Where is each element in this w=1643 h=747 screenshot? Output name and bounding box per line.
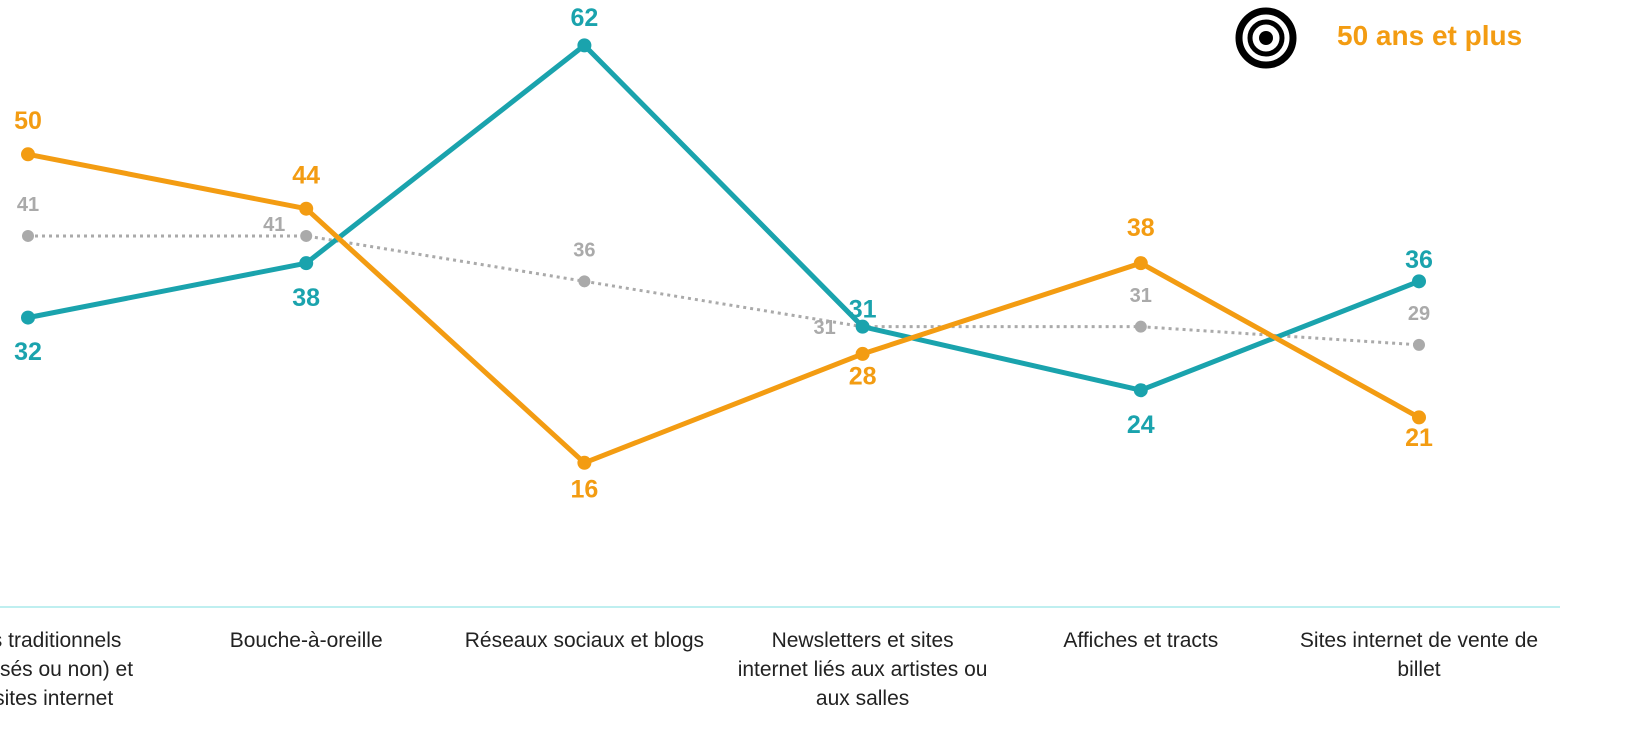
data-label: 38 — [1127, 214, 1155, 242]
data-label: 21 — [1405, 424, 1433, 452]
point — [300, 229, 313, 242]
point — [1412, 410, 1426, 425]
point — [855, 346, 870, 361]
x-tick-label: Réseaux sociaux et blogs — [464, 629, 705, 652]
data-label: 36 — [573, 240, 595, 262]
data-label: 16 — [570, 475, 598, 503]
point — [21, 310, 35, 325]
point — [1133, 256, 1148, 271]
point — [577, 455, 592, 470]
point — [577, 38, 592, 53]
data-label: 31 — [1130, 285, 1152, 307]
point — [299, 201, 314, 216]
x-tick-label: Sites internet de vente de billet — [1299, 629, 1539, 681]
data-label: 36 — [1405, 246, 1433, 274]
series-line — [27, 151, 1421, 466]
x-tick-label: Affiches et tracts — [1063, 629, 1219, 652]
point — [21, 147, 35, 162]
data-label: 41 — [263, 214, 285, 236]
data-label: 50 — [14, 107, 42, 135]
data-label: 28 — [849, 363, 877, 391]
point — [299, 256, 314, 271]
point — [1413, 338, 1425, 351]
x-tick-label: Bouche-à-oreille — [229, 629, 383, 652]
data-label: 44 — [292, 161, 320, 189]
data-label: 38 — [292, 284, 320, 312]
point — [22, 229, 34, 242]
x-tick-label: Médias traditionnels (spécialisés ou non… — [0, 629, 134, 710]
series-line — [28, 234, 1420, 347]
point — [1133, 383, 1148, 398]
data-label: 29 — [1408, 303, 1430, 325]
legend-icon — [1235, 7, 1297, 69]
point — [578, 275, 591, 288]
data-label: 24 — [1127, 411, 1155, 439]
legend-label: 50 ans et plus — [1337, 20, 1523, 51]
data-label: 32 — [14, 338, 42, 366]
data-label: 41 — [17, 194, 39, 216]
point — [1134, 320, 1147, 333]
data-label: 62 — [570, 4, 598, 32]
x-tick-label: Newsletters et sites internet liés aux a… — [737, 629, 988, 710]
series-line — [27, 42, 1420, 393]
data-label: 31 — [813, 317, 835, 339]
data-label: 31 — [849, 295, 877, 323]
point — [1412, 274, 1426, 289]
point — [855, 319, 870, 334]
